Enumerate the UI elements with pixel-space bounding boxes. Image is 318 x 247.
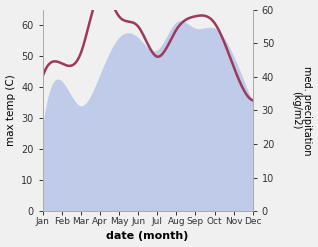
Y-axis label: max temp (C): max temp (C) xyxy=(5,75,16,146)
Y-axis label: med. precipitation
(kg/m2): med. precipitation (kg/m2) xyxy=(291,66,313,155)
X-axis label: date (month): date (month) xyxy=(107,231,189,242)
